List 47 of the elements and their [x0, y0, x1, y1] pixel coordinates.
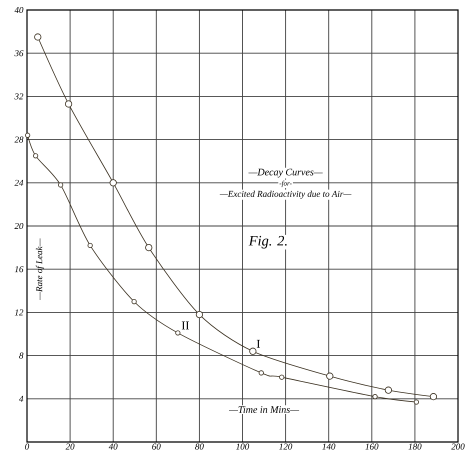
point	[25, 132, 30, 138]
y-tick-label: 36	[14, 50, 24, 56]
point	[372, 394, 378, 400]
y-axis-title: —Rate of Leak—	[36, 238, 44, 300]
y-tick-label: 20	[14, 222, 24, 230]
y-tick-label: 40	[14, 6, 24, 14]
point	[414, 399, 420, 405]
point	[279, 374, 284, 380]
series-label: I	[256, 340, 260, 348]
x-axis-title: —Time in Mins—	[228, 406, 300, 413]
y-tick-label: 24	[14, 180, 24, 186]
x-tick-label: 100	[236, 444, 250, 450]
point	[258, 370, 264, 376]
point	[64, 100, 72, 108]
x-tick-label: 160	[365, 444, 378, 450]
annotation: —Excited Radioactivity due to Air—	[220, 190, 352, 199]
point	[384, 386, 392, 394]
y-tick-label: 8	[19, 352, 24, 359]
x-tick-label: 20	[66, 444, 74, 450]
series-label: II	[182, 322, 189, 330]
annotation: —Decay Curves—	[248, 168, 323, 178]
point	[430, 393, 438, 400]
x-tick-label: 40	[108, 444, 118, 450]
point	[33, 153, 38, 158]
point	[34, 33, 42, 41]
point	[110, 179, 117, 186]
x-tick-label: 80	[195, 444, 204, 450]
x-tick-label: 120	[279, 444, 292, 450]
point	[58, 182, 64, 188]
point	[88, 242, 93, 248]
point	[249, 348, 256, 355]
y-tick-label: 12	[14, 309, 24, 316]
x-tick-label: 0	[25, 444, 30, 450]
point	[145, 244, 152, 252]
annotation: Fig. 2.	[248, 236, 287, 248]
point	[326, 372, 334, 380]
x-tick-label: 200	[451, 444, 465, 450]
y-tick-label: 16	[14, 266, 24, 272]
y-tick-label: 28	[14, 136, 24, 143]
x-tick-label: 140	[322, 444, 336, 450]
y-tick-label: 32	[14, 93, 24, 100]
x-tick-label: 180	[408, 444, 422, 450]
point	[196, 310, 204, 318]
point	[175, 330, 180, 336]
x-tick-label: 60	[152, 444, 161, 450]
y-tick-label: 4	[18, 396, 24, 402]
point	[132, 299, 137, 304]
